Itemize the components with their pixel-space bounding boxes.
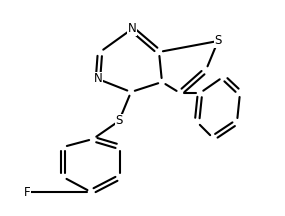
- Text: S: S: [115, 114, 123, 127]
- Text: N: N: [128, 22, 137, 35]
- Text: S: S: [214, 35, 222, 48]
- Text: N: N: [94, 73, 102, 86]
- Text: F: F: [24, 186, 30, 199]
